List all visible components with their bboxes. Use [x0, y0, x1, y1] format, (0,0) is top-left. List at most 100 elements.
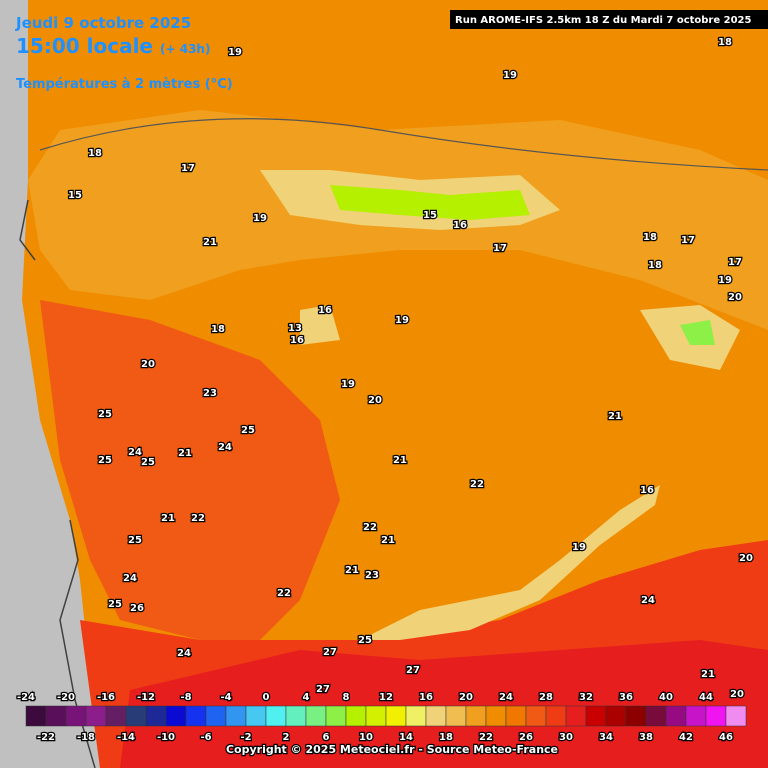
temp-label: 22 [470, 479, 484, 490]
temp-label: 21 [381, 535, 395, 546]
legend-tick: 0 [263, 692, 270, 703]
legend-tick: -22 [37, 732, 55, 743]
east-peaks [680, 320, 715, 345]
legend-tick: 6 [323, 732, 330, 743]
temp-label: 17 [728, 257, 742, 268]
temp-label: 19 [395, 315, 409, 326]
legend-swatch [185, 705, 207, 727]
legend-tick: -20 [57, 692, 75, 703]
temp-label: 25 [141, 457, 155, 468]
temp-label: 20 [368, 395, 382, 406]
legend-tick: 14 [399, 732, 413, 743]
legend-swatch [105, 705, 127, 727]
legend-swatch [165, 705, 187, 727]
legend-swatch [365, 705, 387, 727]
run-info: Run AROME-IFS 2.5km 18 Z du Mardi 7 octo… [455, 15, 751, 26]
legend-tick: 26 [519, 732, 533, 743]
legend-swatch [145, 705, 167, 727]
legend-swatch [585, 705, 607, 727]
temp-label: 20 [141, 359, 155, 370]
legend-swatch [465, 705, 487, 727]
legend-tick: 28 [539, 692, 553, 703]
temp-label: 16 [290, 335, 304, 346]
legend-tick: 2 [283, 732, 290, 743]
legend-swatch [45, 705, 67, 727]
temp-label: 24 [177, 648, 191, 659]
legend-tick: -12 [137, 692, 155, 703]
temp-label: 24 [128, 447, 142, 458]
temp-label: 27 [323, 647, 337, 658]
west-warm [40, 300, 340, 640]
legend-swatch [685, 705, 707, 727]
temp-label: 25 [98, 455, 112, 466]
legend-swatch [125, 705, 147, 727]
legend-swatch [645, 705, 667, 727]
legend-swatch [285, 705, 307, 727]
temp-label: 19 [503, 70, 517, 81]
legend-swatch [425, 705, 447, 727]
legend-swatch [385, 705, 407, 727]
temp-label: 20 [728, 292, 742, 303]
temp-label: 19 [572, 542, 586, 553]
field: Températures à 2 mètres (°C) [16, 77, 233, 92]
temp-label: 23 [203, 388, 217, 399]
temp-label: 16 [318, 305, 332, 316]
temp-label: 20 [739, 553, 753, 564]
legend-swatch [205, 705, 227, 727]
legend-tick: 38 [639, 732, 653, 743]
legend-tick: 44 [699, 692, 713, 703]
temp-label: 22 [277, 588, 291, 599]
temp-label: 25 [241, 425, 255, 436]
temp-label: 17 [181, 163, 195, 174]
temp-label: 13 [288, 323, 302, 334]
temp-label: 16 [640, 485, 654, 496]
temp-label: 21 [203, 237, 217, 248]
temp-label: 18 [718, 37, 732, 48]
legend-tick: 30 [559, 732, 573, 743]
legend-tick: 40 [659, 692, 673, 703]
temp-label: 19 [718, 275, 732, 286]
south-hot [120, 640, 768, 768]
run-box [450, 10, 768, 29]
temp-label: 21 [393, 455, 407, 466]
legend-tick: -8 [180, 692, 191, 703]
cold-peaks [330, 185, 530, 220]
temp-label: 15 [423, 210, 437, 221]
temp-label: 24 [641, 595, 655, 606]
legend-tick: 22 [479, 732, 493, 743]
legend-tick: -16 [97, 692, 115, 703]
legend-swatch [705, 705, 727, 727]
temp-label: 25 [108, 599, 122, 610]
temp-label: 23 [365, 570, 379, 581]
legend-tick: 20 [459, 692, 473, 703]
legend-swatch [65, 705, 87, 727]
temp-label: 20 [730, 689, 744, 700]
legend-swatch [245, 705, 267, 727]
temp-label: 19 [341, 379, 355, 390]
legend-swatch [345, 705, 367, 727]
temp-label: 24 [218, 442, 232, 453]
legend-swatch [665, 705, 687, 727]
legend-tick: -14 [117, 732, 135, 743]
sierra [360, 485, 660, 640]
copyright: Copyright © 2025 Meteociel.fr - Source M… [226, 743, 558, 756]
temp-label: 22 [191, 513, 205, 524]
temp-label: 18 [88, 148, 102, 159]
legend-swatch [305, 705, 327, 727]
lead: (+ 43h) [160, 42, 210, 56]
temp-label: 25 [358, 635, 372, 646]
legend-swatch [725, 705, 747, 727]
legend-swatch [405, 705, 427, 727]
temp-label: 17 [681, 235, 695, 246]
temp-label: 18 [648, 260, 662, 271]
legend-swatch [505, 705, 527, 727]
temp-label: 21 [161, 513, 175, 524]
legend-tick: -24 [17, 692, 35, 703]
temp-label: 24 [123, 573, 137, 584]
legend-tick: 46 [719, 732, 733, 743]
temp-label: 21 [701, 669, 715, 680]
legend-tick: -10 [157, 732, 175, 743]
legend-tick: 8 [343, 692, 350, 703]
legend-swatch [625, 705, 647, 727]
legend-tick: 36 [619, 692, 633, 703]
